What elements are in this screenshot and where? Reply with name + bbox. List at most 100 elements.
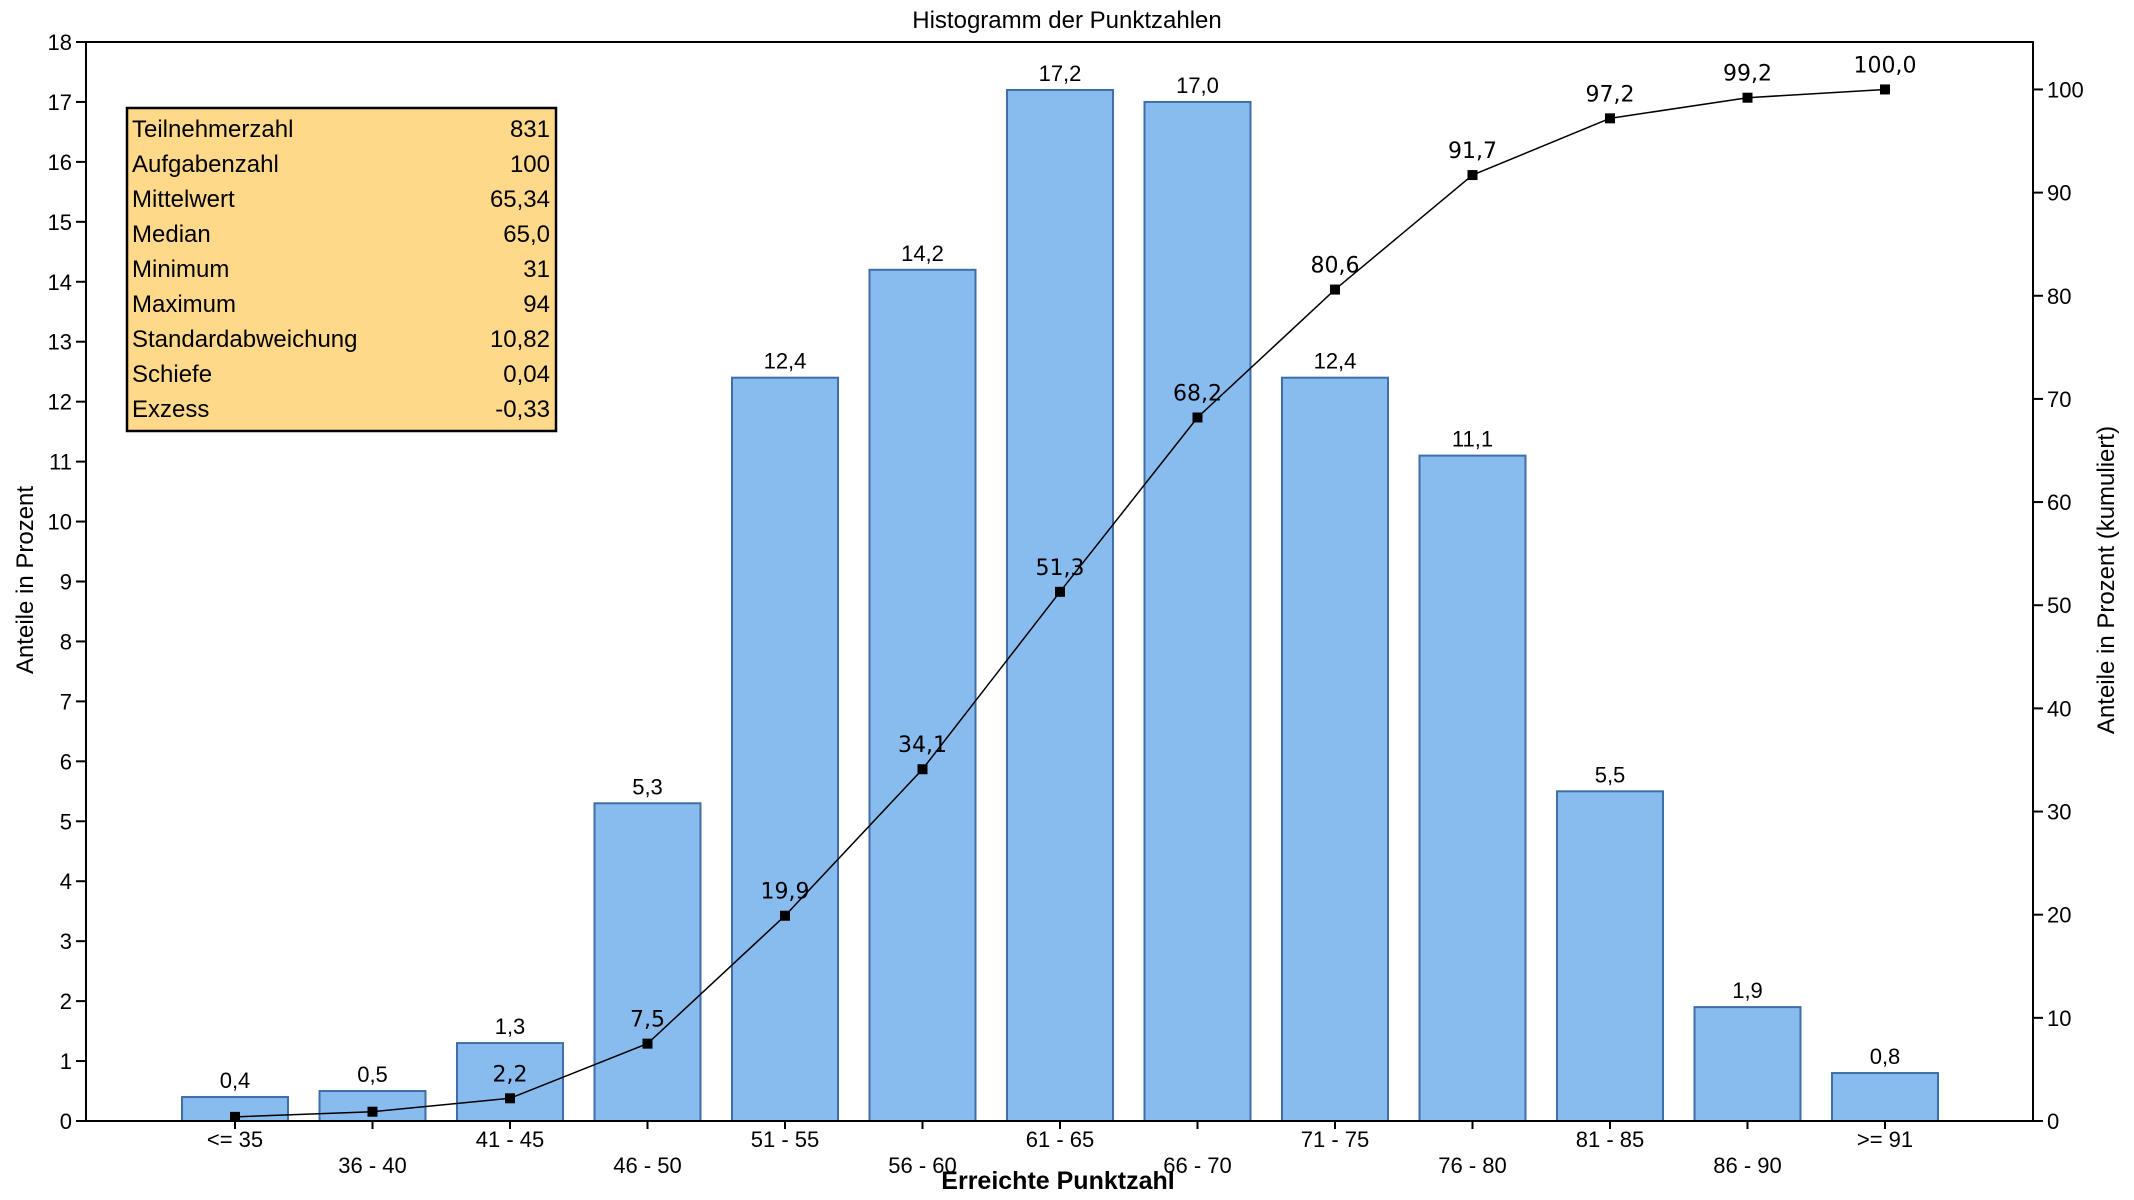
cumulative-marker — [1055, 586, 1065, 597]
cumulative-marker — [1742, 92, 1753, 103]
histogram-bar — [1556, 790, 1664, 1122]
x-tick-label: <= 35 — [207, 1127, 263, 1152]
stats-label: Aufgabenzahl — [132, 151, 279, 178]
stats-label: Exzess — [132, 396, 209, 423]
labels-layer: 0,4 0,5 1,3 5,3 12,4 14,2 17,2 17,0 12,4 11,1 5,5 1… — [220, 53, 1917, 1093]
y2-tick-label: 10 — [2047, 1006, 2071, 1031]
stats-label: Teilnehmerzahl — [132, 116, 293, 143]
histogram-bar — [1418, 454, 1527, 1123]
histogram-bar — [868, 268, 977, 1122]
cumulative-marker — [230, 1111, 240, 1122]
cumulative-marker — [367, 1106, 378, 1117]
cumulative-line-layer — [230, 84, 1890, 1122]
y-axis-label: Anteile in Prozent — [12, 486, 39, 674]
cumulative-value-label: 100,0 — [1854, 53, 1917, 78]
y2-tick-label: 90 — [2047, 181, 2071, 206]
x-tick-label: 36 - 40 — [338, 1153, 407, 1178]
cumulative-marker — [1330, 284, 1340, 295]
cumulative-marker — [1880, 84, 1890, 95]
y2-tick-label: 60 — [2047, 490, 2071, 515]
x-tick-label: 86 - 90 — [1713, 1153, 1782, 1178]
stats-value: 94 — [523, 291, 550, 318]
y-tick-label: 14 — [48, 270, 72, 295]
histogram-bar — [456, 1042, 564, 1123]
bar-value-label: 11,1 — [1452, 427, 1493, 452]
stats-label: Maximum — [132, 291, 236, 318]
bar-value-label: 5,3 — [632, 774, 663, 799]
x-tick-label: 66 - 70 — [1163, 1153, 1232, 1178]
histogram-bar — [593, 802, 702, 1122]
stats-value: 65,34 — [490, 186, 550, 213]
cumulative-value-label: 19,9 — [761, 880, 810, 905]
bar-value-label: 5,5 — [1595, 762, 1626, 787]
stats-value: 31 — [523, 256, 550, 283]
histogram-bar — [1831, 1072, 1939, 1122]
y-tick-label: 18 — [48, 30, 72, 55]
stats-label: Mittelwert — [132, 186, 235, 213]
cumulative-marker — [1192, 412, 1203, 423]
cumulative-value-label: 7,5 — [630, 1008, 665, 1033]
bar-value-label: 1,9 — [1732, 978, 1763, 1003]
cumulative-marker — [1605, 113, 1615, 124]
stats-box: Teilnehmerzahl 831 Aufgabenzahl 100 Mittelwe… — [125, 106, 558, 433]
y2-tick-label: 100 — [2047, 77, 2084, 102]
histogram-bar — [1281, 376, 1389, 1122]
bar-value-label: 17,0 — [1176, 73, 1219, 98]
stats-value: 831 — [510, 116, 550, 143]
stats-label: Median — [132, 221, 211, 248]
cumulative-marker — [505, 1093, 515, 1104]
stats-label: Minimum — [132, 256, 229, 283]
y-tick-label: 7 — [60, 689, 72, 714]
y2-tick-label: 0 — [2047, 1109, 2059, 1134]
y2-tick-label: 30 — [2047, 800, 2071, 825]
x-tick-label: 81 - 85 — [1576, 1127, 1645, 1152]
bar-value-label: 14,2 — [901, 241, 944, 266]
chart-title: Histogramm der Punktzahlen — [912, 7, 1221, 34]
y-tick-label: 1 — [60, 1049, 72, 1074]
y-tick-label: 12 — [48, 390, 72, 415]
y-tick-label: 17 — [48, 90, 72, 115]
stats-label: Standardabweichung — [132, 326, 358, 353]
y-tick-label: 9 — [60, 570, 72, 595]
bar-value-label: 12,4 — [764, 349, 807, 374]
bars-layer — [181, 88, 1939, 1123]
cumulative-value-label: 99,2 — [1723, 62, 1772, 87]
histogram-bar — [1006, 88, 1114, 1122]
cumulative-value-label: 51,3 — [1036, 556, 1085, 581]
stats-value: -0,33 — [495, 396, 550, 423]
y-tick-label: 5 — [60, 809, 72, 834]
x-tick-label: 71 - 75 — [1301, 1127, 1370, 1152]
histogram-bar — [1143, 100, 1252, 1122]
bar-value-label: 1,3 — [495, 1014, 526, 1039]
y2-tick-label: 70 — [2047, 387, 2071, 412]
y-tick-label: 13 — [48, 330, 72, 355]
y-tick-label: 3 — [60, 929, 72, 954]
y2-tick-label: 50 — [2047, 593, 2071, 618]
bar-value-label: 0,4 — [220, 1068, 251, 1093]
stats-value: 65,0 — [503, 221, 550, 248]
stats-value: 10,82 — [490, 326, 550, 353]
y-tick-label: 8 — [60, 629, 72, 654]
cumulative-marker — [780, 910, 790, 921]
stats-value: 100 — [510, 151, 550, 178]
bar-value-label: 0,8 — [1870, 1044, 1901, 1069]
x-axis-label: Erreichte Punktzahl — [941, 1167, 1174, 1195]
y-tick-label: 4 — [60, 869, 72, 894]
y-tick-label: 15 — [48, 210, 72, 235]
histogram-bar — [731, 376, 839, 1122]
bar-value-label: 17,2 — [1039, 61, 1082, 86]
y-tick-label: 2 — [60, 989, 72, 1014]
x-tick-label: 51 - 55 — [751, 1127, 820, 1152]
cumulative-value-label: 2,2 — [493, 1062, 528, 1087]
cumulative-marker — [642, 1038, 653, 1049]
cumulative-value-label: 68,2 — [1173, 381, 1222, 406]
stats-value: 0,04 — [503, 361, 550, 388]
cumulative-marker — [917, 764, 928, 775]
stats-box-background — [125, 106, 558, 433]
cumulative-marker — [1467, 170, 1478, 181]
axes-layer: 0123456789101112131415161718010203040506… — [48, 30, 2084, 1178]
x-tick-label: 41 - 45 — [476, 1127, 545, 1152]
cumulative-value-label: 97,2 — [1586, 82, 1635, 107]
